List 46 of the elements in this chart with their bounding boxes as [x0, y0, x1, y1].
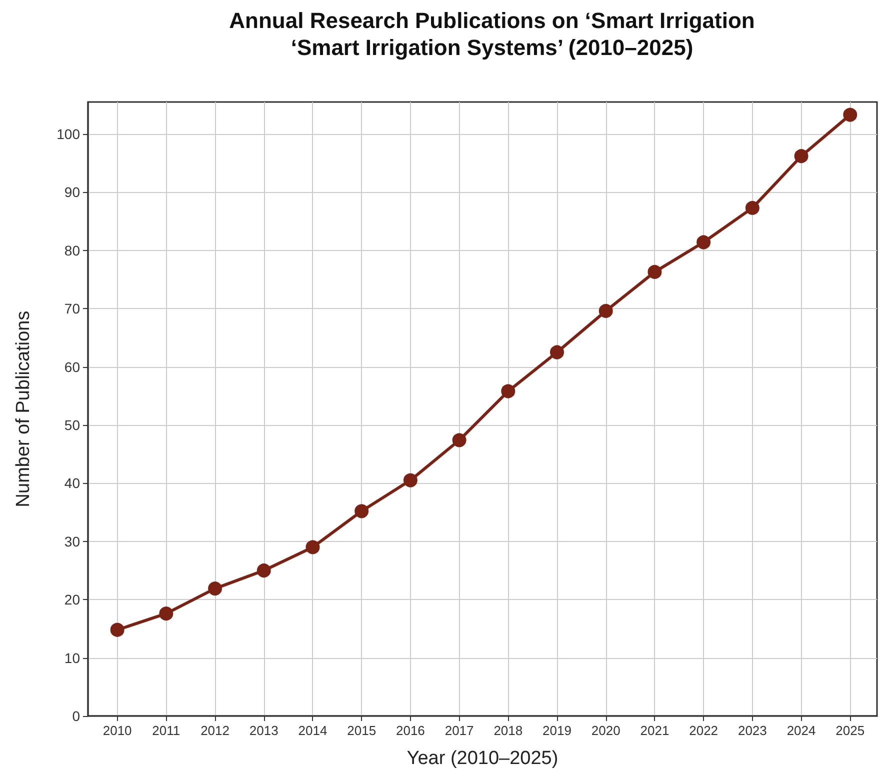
x-tick-label: 2016: [396, 723, 425, 738]
point: [794, 149, 808, 164]
x-tick-label: 2020: [591, 723, 620, 738]
point: [696, 235, 711, 250]
x-axis-title: Year (2010–2025): [406, 748, 558, 769]
y-tick-label: 90: [64, 184, 80, 200]
x-tick-label: 2023: [738, 723, 767, 738]
x-tick-label: 2010: [102, 723, 132, 738]
y-tick-label: 60: [64, 358, 80, 375]
y-tick-label: 80: [64, 242, 80, 258]
point: [452, 433, 466, 448]
point: [159, 606, 174, 621]
y-tick-label: 30: [64, 533, 80, 550]
chart-title: Annual Research Publications on ‘Smart Irrigation ‘Smart Irrigation Systems’ (2010–2025): [229, 8, 755, 60]
x-tick-label: 2011: [152, 723, 180, 738]
point: [745, 200, 760, 215]
point: [256, 564, 271, 578]
x-tick-label: 2015: [347, 723, 376, 738]
x-tick-label: 2014: [298, 723, 328, 738]
point: [501, 384, 516, 398]
point: [354, 504, 369, 518]
y-tick-label: 40: [64, 475, 80, 492]
x-tick-label: 2013: [249, 723, 278, 738]
x-tick-label: 2024: [786, 723, 816, 738]
point: [208, 582, 222, 596]
point: [598, 304, 613, 318]
point: [550, 345, 564, 360]
point: [843, 108, 858, 122]
point: [306, 540, 320, 554]
x-tick-label: 2017: [444, 723, 474, 738]
x-tick-label: 2021: [640, 723, 670, 738]
point: [403, 473, 418, 488]
y-tick-label: 50: [64, 417, 80, 434]
y-tick-label: 10: [64, 650, 80, 666]
y-axis-title: Number of Publications: [13, 310, 34, 508]
y-tick-label: 20: [64, 592, 80, 608]
point: [110, 622, 124, 637]
x-tick-label: 2025: [836, 723, 865, 738]
x-tick-label: 2018: [494, 723, 523, 738]
x-tick-label: 2019: [542, 723, 572, 738]
point: [648, 264, 662, 279]
x-tick-label: 2022: [689, 723, 718, 738]
y-tick-label: 70: [64, 300, 80, 317]
x-tick-label: 2012: [200, 723, 230, 738]
y-tick-label: 0: [72, 708, 80, 724]
y-tick-label: 100: [56, 126, 80, 142]
